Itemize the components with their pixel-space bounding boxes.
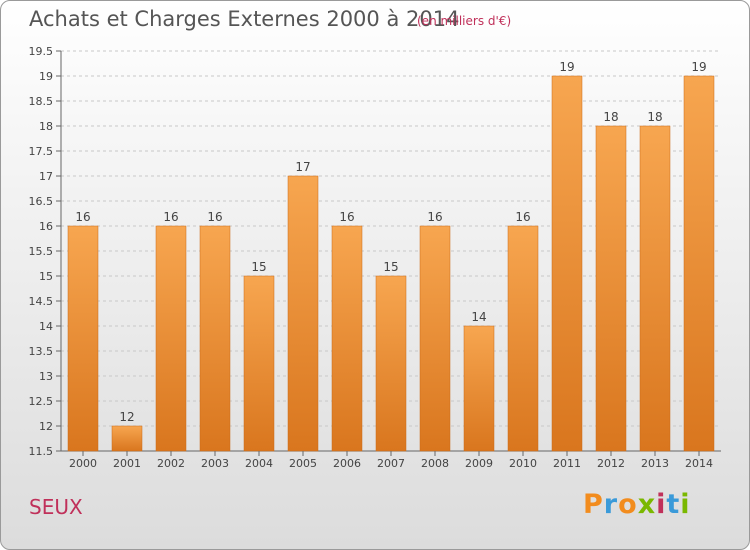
data-label-2003: 16 [207,210,222,224]
y-tick-label: 11.5 [29,445,54,458]
bar-2010 [507,225,539,452]
logo-letter: r [603,489,619,520]
data-label-2010: 16 [515,210,530,224]
x-tick-label-2008: 2008 [421,457,449,470]
bar-2014 [683,75,715,452]
bar-2006 [331,225,363,452]
logo-letter: i [680,489,691,520]
data-label-2007: 15 [383,260,398,274]
data-label-2005: 17 [295,160,310,174]
bar-2009 [463,325,495,452]
bar-2011 [551,75,583,452]
data-label-2000: 16 [75,210,90,224]
bar-2005 [287,175,319,452]
y-tick-label: 14.5 [29,295,54,308]
y-tick-label: 17.5 [29,145,54,158]
bar-2000 [67,225,99,452]
y-tick-label: 14 [39,320,53,333]
y-tick-label: 12 [39,420,53,433]
x-tick-label-2007: 2007 [377,457,405,470]
y-tick-label: 18 [39,120,53,133]
logo-letter: i [656,489,667,520]
y-tick-label: 18.5 [29,95,54,108]
x-tick-label-2003: 2003 [201,457,229,470]
chart-subtitle: (en milliers d'€) [417,14,512,28]
x-tick-label-2005: 2005 [289,457,317,470]
data-label-2006: 16 [339,210,354,224]
bar-2008 [419,225,451,452]
data-label-2004: 15 [251,260,266,274]
data-label-2014: 19 [691,60,706,74]
proxiti-logo: Proxiti [583,489,691,520]
data-label-2009: 14 [471,310,486,324]
x-tick-label-2000: 2000 [69,457,97,470]
data-label-2008: 16 [427,210,442,224]
x-tick-label-2010: 2010 [509,457,537,470]
place-name: SEUX [29,495,83,519]
bar-2012 [595,125,627,452]
x-tick-label-2009: 2009 [465,457,493,470]
x-tick-label-2006: 2006 [333,457,361,470]
x-tick-label-2014: 2014 [685,457,713,470]
logo-letter: t [666,489,681,520]
y-tick-label: 13 [39,370,53,383]
bar-2003 [199,225,231,452]
bar-2001 [111,425,143,452]
y-tick-label: 15.5 [29,245,54,258]
logo-letter: P [583,489,604,520]
logo-letter: x [637,489,657,520]
data-label-2002: 16 [163,210,178,224]
x-tick-label-2011: 2011 [553,457,581,470]
data-label-2012: 18 [603,110,618,124]
bar-2013 [639,125,671,452]
x-tick-label-2004: 2004 [245,457,273,470]
x-tick-label-2013: 2013 [641,457,669,470]
x-axis-ticks: 2000 2001 2002 2003 2004 2005 2006 2007 2008 2009… [69,451,713,470]
y-tick-label: 17 [39,170,53,183]
y-tick-label: 16.5 [29,195,54,208]
x-tick-label-2012: 2012 [597,457,625,470]
x-tick-label-2001: 2001 [113,457,141,470]
logo-letter: o [618,489,638,520]
bars [67,75,715,452]
bar-2004 [243,275,275,452]
bar-2007 [375,275,407,452]
data-label-2011: 19 [559,60,574,74]
y-tick-label: 12.5 [29,395,54,408]
y-tick-label: 19.5 [29,45,54,58]
bar-2002 [155,225,187,452]
y-tick-label: 19 [39,70,53,83]
data-label-2013: 18 [647,110,662,124]
x-tick-label-2002: 2002 [157,457,185,470]
data-labels: 16 12 16 16 15 17 16 15 16 14 16 19 18 18 19 [75,60,706,424]
chart-title: Achats et Charges Externes 2000 à 2014 [29,7,460,31]
y-tick-label: 16 [39,220,53,233]
y-tick-label: 13.5 [29,345,54,358]
data-label-2001: 12 [119,410,134,424]
y-tick-label: 15 [39,270,53,283]
